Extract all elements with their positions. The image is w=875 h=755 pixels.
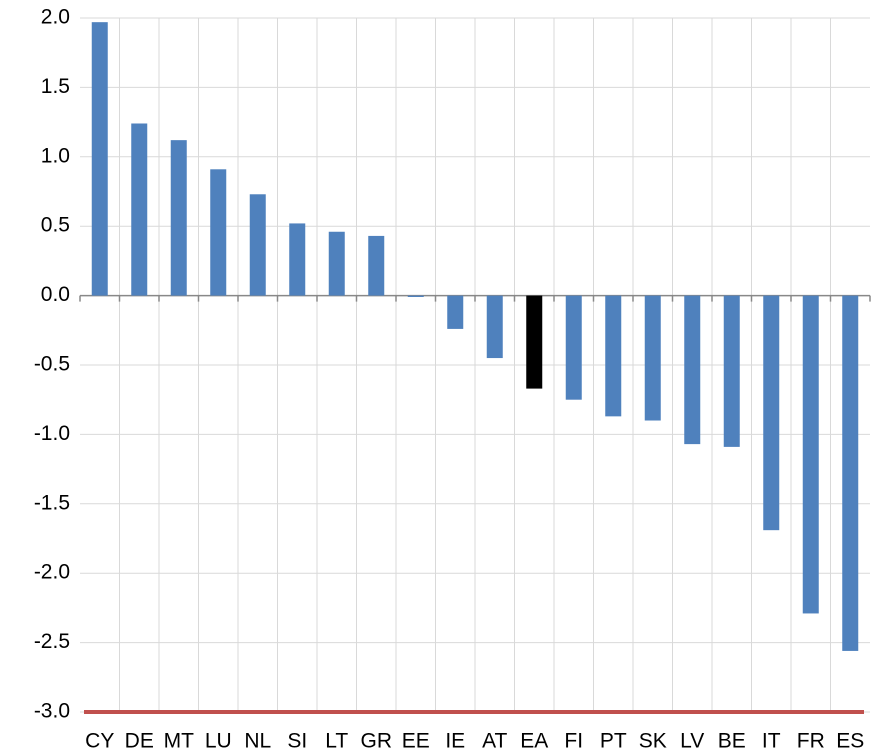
- bar: [684, 295, 701, 445]
- bar: [249, 194, 266, 296]
- bar: [565, 295, 582, 400]
- bar: [447, 295, 464, 329]
- x-tick-label: EE: [402, 730, 430, 753]
- x-tick-label: PT: [600, 730, 627, 753]
- x-tick-label: IE: [445, 730, 465, 753]
- x-tick-label: MT: [164, 730, 194, 753]
- bar: [486, 295, 503, 359]
- bar: [526, 295, 543, 389]
- bar: [842, 295, 859, 651]
- x-tick-label: SK: [639, 730, 667, 753]
- x-tick-label: ES: [836, 730, 864, 753]
- x-tick-label: LU: [205, 730, 232, 753]
- y-tick-label: -1.0: [34, 422, 70, 445]
- bar: [170, 140, 187, 296]
- bar: [91, 22, 108, 296]
- x-tick-label: GR: [361, 730, 393, 753]
- x-tick-label: LV: [680, 730, 704, 753]
- x-tick-label: DE: [125, 730, 154, 753]
- bar: [328, 231, 345, 296]
- x-tick-label: SI: [287, 730, 307, 753]
- bar: [605, 295, 622, 417]
- x-tick-label: AT: [482, 730, 507, 753]
- y-tick-label: -3.0: [34, 700, 70, 723]
- x-tick-label: FI: [564, 730, 583, 753]
- y-tick-label: -1.5: [34, 491, 70, 514]
- x-tick-label: NL: [244, 730, 271, 753]
- y-tick-label: -2.0: [34, 561, 70, 584]
- bar: [407, 295, 424, 297]
- y-tick-label: -0.5: [34, 353, 70, 376]
- bar: [368, 235, 385, 296]
- bar: [644, 295, 661, 421]
- bar: [131, 123, 148, 296]
- y-tick-label: -2.5: [34, 630, 70, 653]
- x-tick-label: IT: [762, 730, 781, 753]
- x-tick-label: BE: [718, 730, 746, 753]
- y-tick-label: 1.5: [41, 75, 70, 98]
- y-tick-label: 1.0: [41, 144, 70, 167]
- bar: [802, 295, 819, 614]
- bar: [763, 295, 780, 531]
- bar: [289, 223, 306, 296]
- bar: [723, 295, 740, 447]
- x-tick-label: FR: [797, 730, 825, 753]
- x-tick-label: EA: [520, 730, 548, 753]
- x-tick-label: CY: [85, 730, 114, 753]
- y-tick-label: 2.0: [41, 6, 70, 29]
- y-tick-label: 0.0: [41, 283, 70, 306]
- x-tick-label: LT: [325, 730, 348, 753]
- bar: [210, 169, 227, 296]
- y-tick-label: 0.5: [41, 214, 70, 237]
